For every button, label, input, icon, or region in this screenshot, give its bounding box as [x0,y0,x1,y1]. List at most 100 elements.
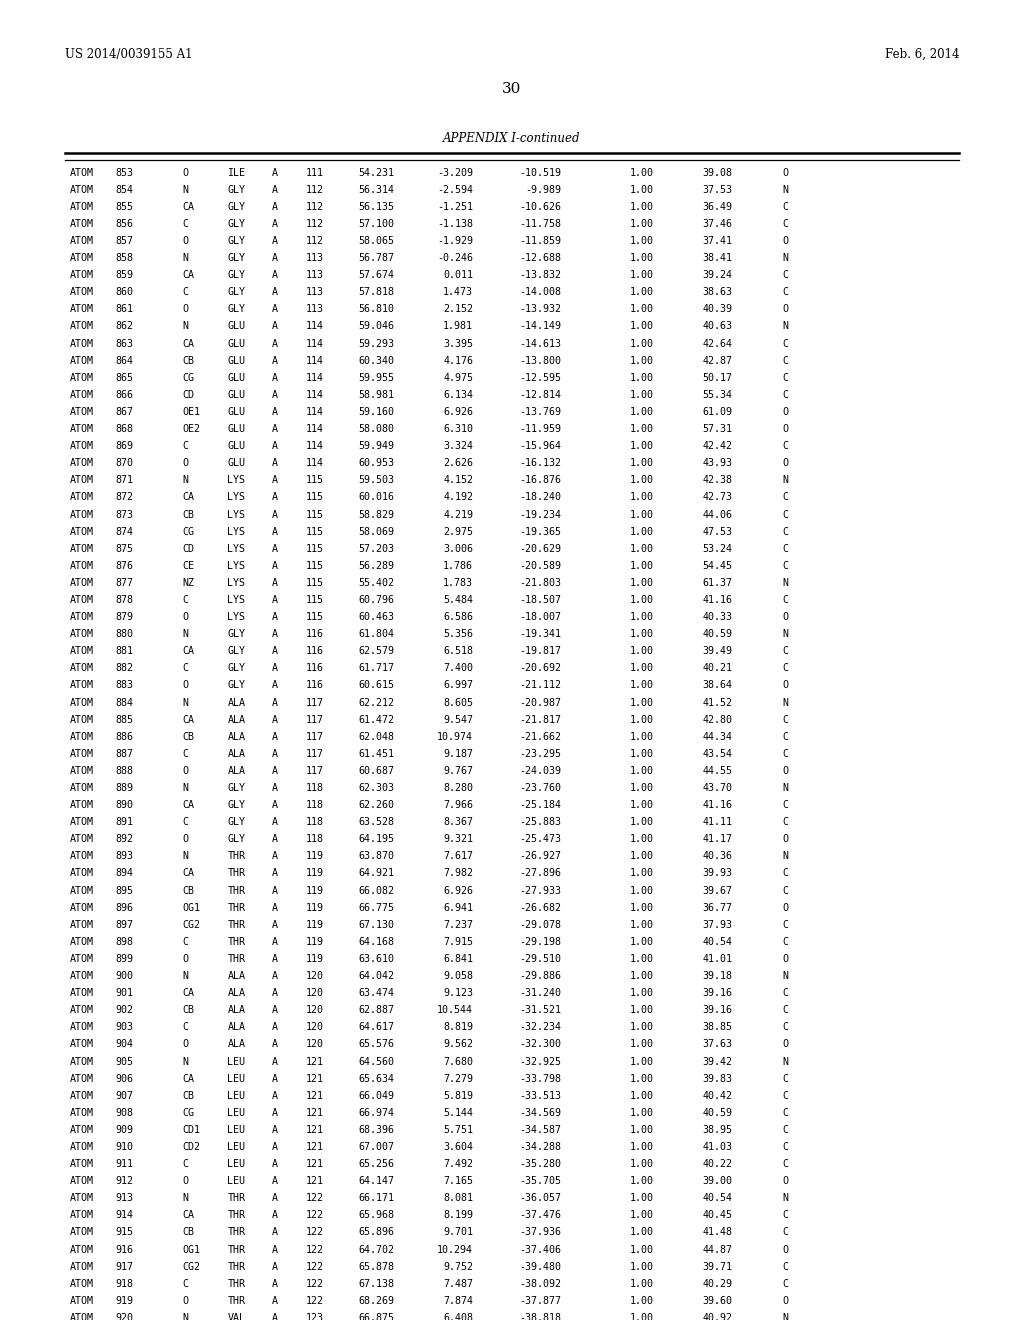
Text: -20.589: -20.589 [519,561,561,570]
Text: CA: CA [182,647,195,656]
Text: GLY: GLY [227,253,246,263]
Text: 3.395: 3.395 [443,338,473,348]
Text: 883: 883 [115,681,133,690]
Text: 37.53: 37.53 [702,185,732,195]
Text: CB: CB [182,886,195,895]
Text: CA: CA [182,338,195,348]
Text: ATOM: ATOM [70,168,93,178]
Text: 65.968: 65.968 [358,1210,394,1221]
Text: GLY: GLY [227,202,246,211]
Text: -34.288: -34.288 [519,1142,561,1152]
Text: C: C [782,492,788,503]
Text: -2.594: -2.594 [437,185,473,195]
Text: 39.42: 39.42 [702,1056,732,1067]
Text: 60.016: 60.016 [358,492,394,503]
Text: 878: 878 [115,595,133,605]
Text: LEU: LEU [227,1107,246,1118]
Text: 1.00: 1.00 [630,1056,653,1067]
Text: -0.246: -0.246 [437,253,473,263]
Text: 6.997: 6.997 [443,681,473,690]
Text: 65.878: 65.878 [358,1262,394,1271]
Text: 40.42: 40.42 [702,1090,732,1101]
Text: A: A [271,236,278,246]
Text: ATOM: ATOM [70,748,93,759]
Text: A: A [271,389,278,400]
Text: A: A [271,903,278,912]
Text: A: A [271,253,278,263]
Text: -23.295: -23.295 [519,748,561,759]
Text: C: C [782,1210,788,1221]
Text: -20.987: -20.987 [519,697,561,708]
Text: C: C [782,202,788,211]
Text: -25.883: -25.883 [519,817,561,828]
Text: 864: 864 [115,355,133,366]
Text: C: C [782,1107,788,1118]
Text: 1.00: 1.00 [630,355,653,366]
Text: LEU: LEU [227,1056,246,1067]
Text: -25.184: -25.184 [519,800,561,810]
Text: A: A [271,834,278,845]
Text: -35.280: -35.280 [519,1159,561,1170]
Text: GLY: GLY [227,834,246,845]
Text: 115: 115 [305,492,324,503]
Text: GLU: GLU [227,322,246,331]
Text: 897: 897 [115,920,133,929]
Text: ATOM: ATOM [70,869,93,879]
Text: 6.134: 6.134 [443,389,473,400]
Text: GLY: GLY [227,185,246,195]
Text: 42.42: 42.42 [702,441,732,451]
Text: 8.199: 8.199 [443,1210,473,1221]
Text: 889: 889 [115,783,133,793]
Text: THR: THR [227,1193,246,1204]
Text: 911: 911 [115,1159,133,1170]
Text: A: A [271,851,278,862]
Text: -1.929: -1.929 [437,236,473,246]
Text: A: A [271,1006,278,1015]
Text: 916: 916 [115,1245,133,1254]
Text: ALA: ALA [227,766,246,776]
Text: 890: 890 [115,800,133,810]
Text: O: O [782,305,788,314]
Text: 39.83: 39.83 [702,1073,732,1084]
Text: THR: THR [227,1262,246,1271]
Text: 66.875: 66.875 [358,1313,394,1320]
Text: A: A [271,972,278,981]
Text: 36.49: 36.49 [702,202,732,211]
Text: A: A [271,630,278,639]
Text: 1.00: 1.00 [630,372,653,383]
Text: LYS: LYS [227,578,246,587]
Text: A: A [271,1142,278,1152]
Text: -19.817: -19.817 [519,647,561,656]
Text: 56.289: 56.289 [358,561,394,570]
Text: 1.00: 1.00 [630,1006,653,1015]
Text: ATOM: ATOM [70,492,93,503]
Text: 917: 917 [115,1262,133,1271]
Text: A: A [271,1313,278,1320]
Text: 7.237: 7.237 [443,920,473,929]
Text: 60.953: 60.953 [358,458,394,469]
Text: -20.692: -20.692 [519,664,561,673]
Text: 60.687: 60.687 [358,766,394,776]
Text: CA: CA [182,714,195,725]
Text: 60.340: 60.340 [358,355,394,366]
Text: 62.579: 62.579 [358,647,394,656]
Text: 4.192: 4.192 [443,492,473,503]
Text: 119: 119 [305,869,324,879]
Text: 42.87: 42.87 [702,355,732,366]
Text: C: C [182,817,188,828]
Text: C: C [182,441,188,451]
Text: ATOM: ATOM [70,595,93,605]
Text: A: A [271,322,278,331]
Text: ATOM: ATOM [70,1159,93,1170]
Text: LYS: LYS [227,595,246,605]
Text: 1.00: 1.00 [630,236,653,246]
Text: 9.058: 9.058 [443,972,473,981]
Text: -15.964: -15.964 [519,441,561,451]
Text: C: C [782,561,788,570]
Text: 119: 119 [305,886,324,895]
Text: ATOM: ATOM [70,834,93,845]
Text: ATOM: ATOM [70,288,93,297]
Text: 910: 910 [115,1142,133,1152]
Text: 853: 853 [115,168,133,178]
Text: 121: 121 [305,1176,324,1187]
